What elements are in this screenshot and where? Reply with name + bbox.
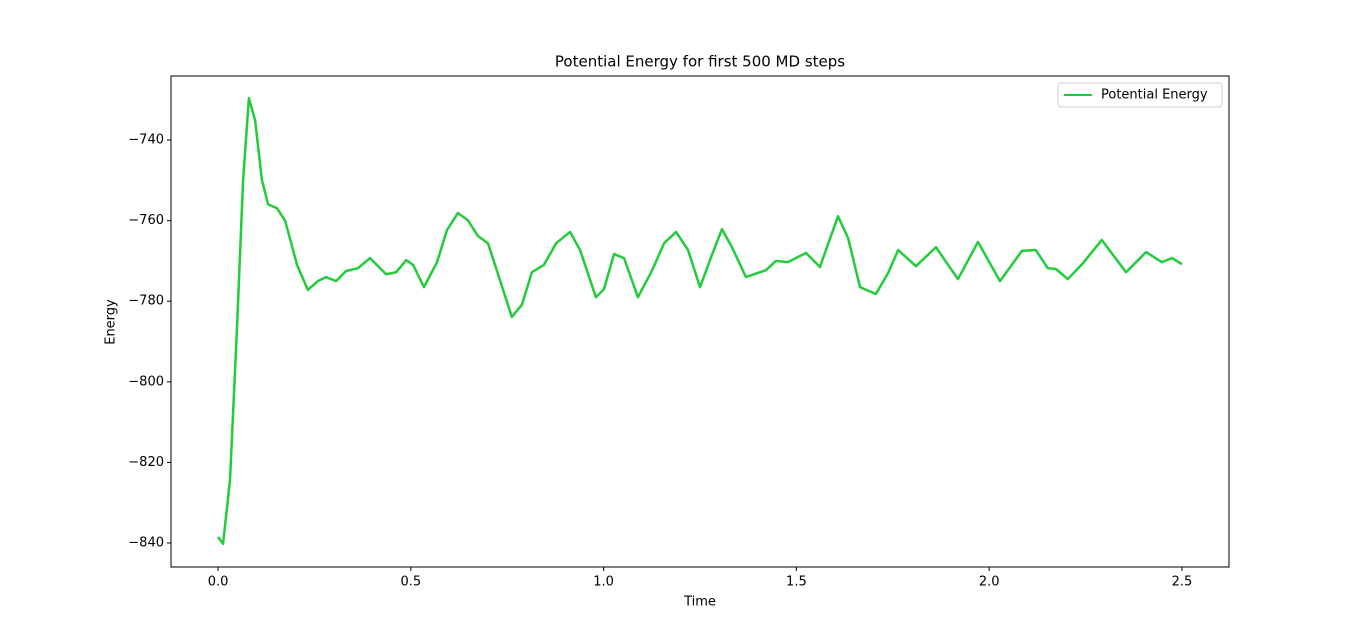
x-tick-label: 2.5 — [1172, 575, 1193, 590]
y-axis-label: Energy — [104, 299, 119, 345]
y-tick-label: −800 — [128, 374, 164, 389]
x-tick-label: 2.0 — [979, 575, 1000, 590]
x-tick-label: 1.0 — [593, 575, 614, 590]
y-tick-label: −840 — [128, 535, 164, 550]
chart-title: Potential Energy for first 500 MD steps — [555, 53, 845, 71]
y-tick-label: −740 — [128, 133, 164, 148]
data-line — [217, 96, 1183, 546]
x-tick-label: 0.5 — [400, 575, 421, 590]
x-tick-label: 0.0 — [208, 575, 229, 590]
y-tick-label: −820 — [128, 455, 164, 470]
y-tick-label: −760 — [128, 213, 164, 228]
legend-label: Potential Energy — [1101, 88, 1208, 103]
x-tick-label: 1.5 — [786, 575, 807, 590]
y-tick-label: −780 — [128, 294, 164, 309]
legend-box — [1057, 82, 1223, 108]
plot-frame — [170, 75, 1230, 568]
x-axis-label: Time — [683, 595, 716, 610]
